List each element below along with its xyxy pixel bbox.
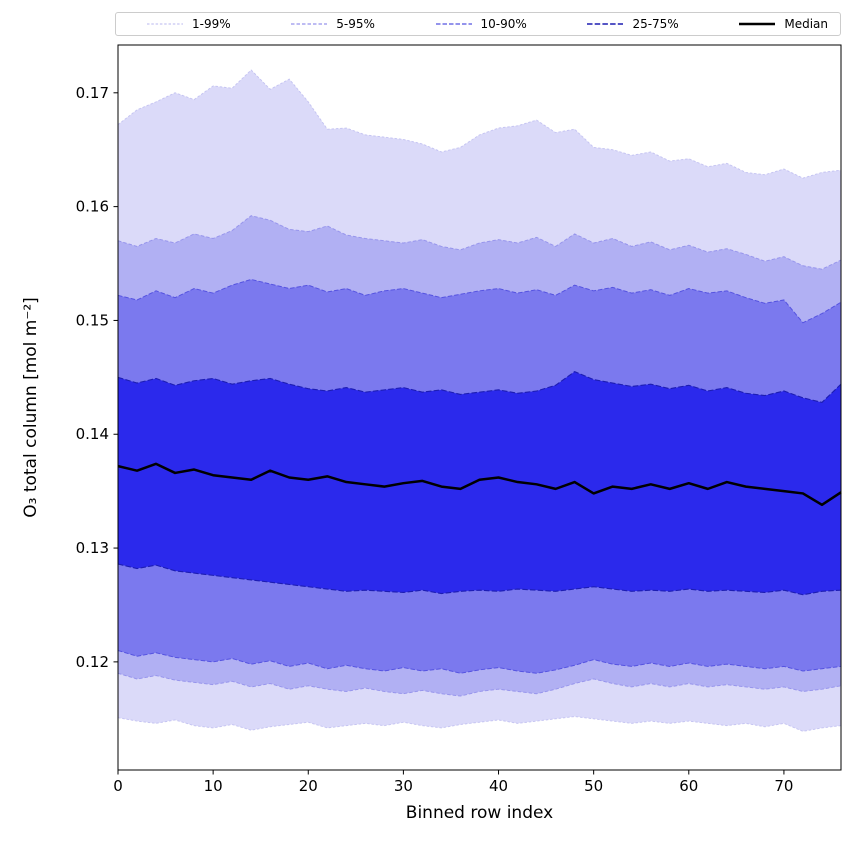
legend-label: 1-99%	[192, 17, 231, 31]
legend-label: 25-75%	[632, 17, 679, 31]
legend-label: 10-90%	[480, 17, 527, 31]
band-edge-lower-1-99%	[117, 716, 842, 732]
legend-key-line	[147, 23, 183, 25]
legend-key-line	[587, 23, 624, 25]
legend-key-line	[435, 23, 472, 25]
y-tick-label: 0.15	[76, 311, 109, 329]
y-tick-label: 0.13	[76, 539, 109, 557]
legend-item-25-75-: 25-75%	[586, 17, 679, 31]
x-tick-label: 0	[113, 777, 123, 795]
y-tick-label: 0.12	[76, 653, 109, 671]
y-tick-label: 0.14	[76, 425, 109, 443]
legend-label: Median	[784, 17, 828, 31]
x-tick-label: 40	[489, 777, 508, 795]
band-edge-lower-25-75%	[117, 563, 842, 596]
y-tick-label: 0.16	[76, 198, 109, 216]
y-tick-label: 0.17	[76, 84, 109, 102]
band-edge-lower-10-90%	[117, 650, 842, 674]
x-tick-label: 60	[679, 777, 698, 795]
legend-item-1-99-: 1-99%	[146, 17, 231, 31]
x-tick-label: 50	[584, 777, 603, 795]
band-25-75%	[118, 371, 841, 595]
band-edge-lower-5-95%	[117, 672, 842, 697]
x-tick-label: 10	[204, 777, 223, 795]
y-axis-label: O₃ total column [mol m⁻²]	[21, 297, 41, 518]
chart-legend: 1-99% 5-95% 10-90% 25-75% Median	[115, 12, 841, 36]
band-edge-upper-5-95%	[117, 215, 842, 270]
band-edge-upper-1-99%	[117, 69, 842, 179]
median-line	[117, 462, 842, 507]
legend-item-median: Median	[738, 17, 828, 31]
legend-key-line	[291, 23, 328, 25]
x-tick-label: 20	[299, 777, 318, 795]
axes-frame	[117, 44, 842, 771]
x-tick-label: 30	[394, 777, 413, 795]
x-axis-label: Binned row index	[406, 803, 553, 823]
legend-item-5-95-: 5-95%	[290, 17, 375, 31]
legend-item-10-90-: 10-90%	[435, 17, 527, 31]
band-edge-upper-25-75%	[117, 371, 842, 403]
x-tick-label: 70	[774, 777, 793, 795]
legend-key-line	[739, 22, 776, 26]
legend-label: 5-95%	[336, 17, 375, 31]
band-edge-upper-10-90%	[117, 278, 842, 324]
